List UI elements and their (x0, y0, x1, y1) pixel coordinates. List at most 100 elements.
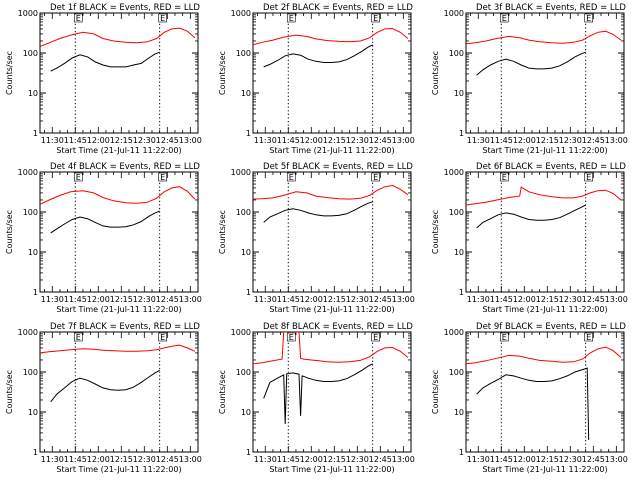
chart-title: Det 1f BLACK = Events, RED = LLD (50, 3, 200, 13)
x-axis: 11:30 11:45 12:00 12:15 12:30 12:45 13:00 (41, 332, 202, 464)
chart-panel-8: Det 8f BLACK = Events, RED = LLD 1 10 100 10… (218, 322, 415, 474)
y-axis: 1 10 100 1000 (18, 9, 198, 138)
x-axis-label: Start Time (21-Jul-11 11:22:00) (269, 465, 394, 474)
y-axis: 1 10 100 1000 (231, 328, 411, 457)
x-tick-label: 13:00 (392, 455, 415, 464)
y-tick-label: 1 (33, 448, 38, 457)
x-tick-label: 13:00 (605, 136, 628, 145)
x-axis: 11:30 11:45 12:00 12:15 12:30 12:45 13:00 (254, 13, 415, 145)
x-tick-label: 12:45 (582, 136, 605, 145)
x-tick-label: 11:45 (277, 295, 300, 304)
x-tick-label: 11:30 (41, 136, 64, 145)
event-marker-label: E (160, 333, 165, 342)
y-axis: 1 10 100 1000 (444, 328, 624, 457)
y-tick-label: 1 (246, 448, 251, 457)
x-tick-label: 12:30 (346, 455, 369, 464)
series-lld-line (466, 346, 622, 365)
series-lld-line (40, 186, 196, 205)
y-axis-label: Counts/sec (5, 51, 14, 95)
event-marker-box (499, 13, 509, 23)
plot-frame (252, 171, 412, 293)
x-tick-label: 12:15 (323, 455, 346, 464)
x-tick-label: 11:30 (254, 295, 277, 304)
x-tick-label: 13:00 (179, 455, 202, 464)
x-tick-label: 12:00 (513, 295, 536, 304)
event-marker-label: E (586, 173, 591, 182)
x-tick-label: 12:00 (87, 136, 110, 145)
y-axis-label: Counts/sec (5, 370, 14, 414)
x-tick-label: 11:30 (467, 136, 490, 145)
x-axis-label: Start Time (21-Jul-11 11:22:00) (56, 465, 181, 474)
y-axis: 1 10 100 1000 (231, 9, 411, 138)
series-events-line (50, 210, 160, 234)
x-tick-label: 12:30 (133, 295, 156, 304)
x-tick-label: 13:00 (605, 455, 628, 464)
x-tick-label: 12:45 (582, 295, 605, 304)
event-marker-label: E (502, 173, 507, 182)
x-tick-label: 11:45 (64, 295, 87, 304)
chart-panel-4: Det 4f BLACK = Events, RED = LLD 1 10 100 10… (5, 162, 202, 314)
x-tick-label: 12:00 (300, 136, 323, 145)
x-tick-label: 12:00 (513, 136, 536, 145)
y-axis: 1 10 100 1000 (18, 328, 198, 457)
x-tick-label: 12:00 (300, 295, 323, 304)
event-marker-label: E (373, 14, 378, 23)
x-axis: 11:30 11:45 12:00 12:15 12:30 12:45 13:00 (467, 332, 628, 464)
x-tick-label: 12:45 (156, 295, 179, 304)
y-tick-label: 1 (246, 129, 251, 138)
event-marker-box (73, 332, 83, 342)
x-axis: 11:30 11:45 12:00 12:15 12:30 12:45 13:00 (467, 172, 628, 304)
event-marker-label: E (160, 14, 165, 23)
y-tick-label: 10 (454, 248, 464, 257)
y-axis: 1 10 100 1000 (231, 168, 411, 297)
y-tick-label: 10 (28, 408, 38, 417)
x-tick-label: 13:00 (605, 295, 628, 304)
x-axis: 11:30 11:45 12:00 12:15 12:30 12:45 13:00 (467, 13, 628, 145)
chart-title: Det 4f BLACK = Events, RED = LLD (50, 162, 200, 172)
y-tick-label: 100 (449, 368, 464, 377)
y-tick-label: 1 (459, 448, 464, 457)
x-tick-label: 12:30 (133, 455, 156, 464)
y-tick-label: 100 (23, 368, 38, 377)
y-tick-label: 1000 (444, 168, 464, 177)
plot-frame (465, 171, 625, 293)
x-tick-label: 12:15 (536, 136, 559, 145)
x-tick-label: 11:45 (277, 455, 300, 464)
event-marker-label: E (289, 333, 294, 342)
event-marker-box (371, 13, 380, 23)
event-marker-box (286, 13, 296, 23)
x-tick-label: 11:30 (467, 455, 490, 464)
event-marker-box (499, 172, 509, 182)
y-tick-label: 10 (454, 89, 464, 98)
event-marker-label: E (586, 333, 591, 342)
series-events-line (263, 363, 373, 425)
plot-frame (39, 331, 199, 453)
series-lld-line (466, 30, 622, 45)
chart-panel-7: Det 7f BLACK = Events, RED = LLD 1 10 100 10… (5, 322, 202, 474)
x-tick-label: 12:30 (559, 455, 582, 464)
y-axis: 1 10 100 1000 (444, 9, 624, 138)
y-tick-label: 1000 (444, 9, 464, 18)
x-axis: 11:30 11:45 12:00 12:15 12:30 12:45 13:00 (41, 172, 202, 304)
chart-title: Det 9f BLACK = Events, RED = LLD (476, 322, 626, 332)
x-axis-label: Start Time (21-Jul-11 11:22:00) (482, 305, 607, 314)
y-tick-label: 100 (236, 368, 251, 377)
x-tick-label: 12:15 (110, 295, 133, 304)
x-tick-label: 11:30 (41, 455, 64, 464)
chart-panel-6: Det 6f BLACK = Events, RED = LLD 1 10 100 10… (431, 162, 628, 314)
x-tick-label: 13:00 (392, 295, 415, 304)
series-events-line (50, 51, 160, 72)
x-axis-label: Start Time (21-Jul-11 11:22:00) (482, 146, 607, 155)
plot-frame (252, 331, 412, 453)
x-tick-label: 12:15 (536, 295, 559, 304)
y-tick-label: 100 (23, 208, 38, 217)
y-axis-label: Counts/sec (218, 210, 227, 254)
plot-frame (465, 331, 625, 453)
event-marker-box (73, 13, 83, 23)
event-marker-box (584, 172, 593, 182)
x-tick-label: 11:30 (254, 455, 277, 464)
x-tick-label: 12:00 (300, 455, 323, 464)
x-axis: 11:30 11:45 12:00 12:15 12:30 12:45 13:00 (254, 172, 415, 304)
x-axis-label: Start Time (21-Jul-11 11:22:00) (56, 305, 181, 314)
